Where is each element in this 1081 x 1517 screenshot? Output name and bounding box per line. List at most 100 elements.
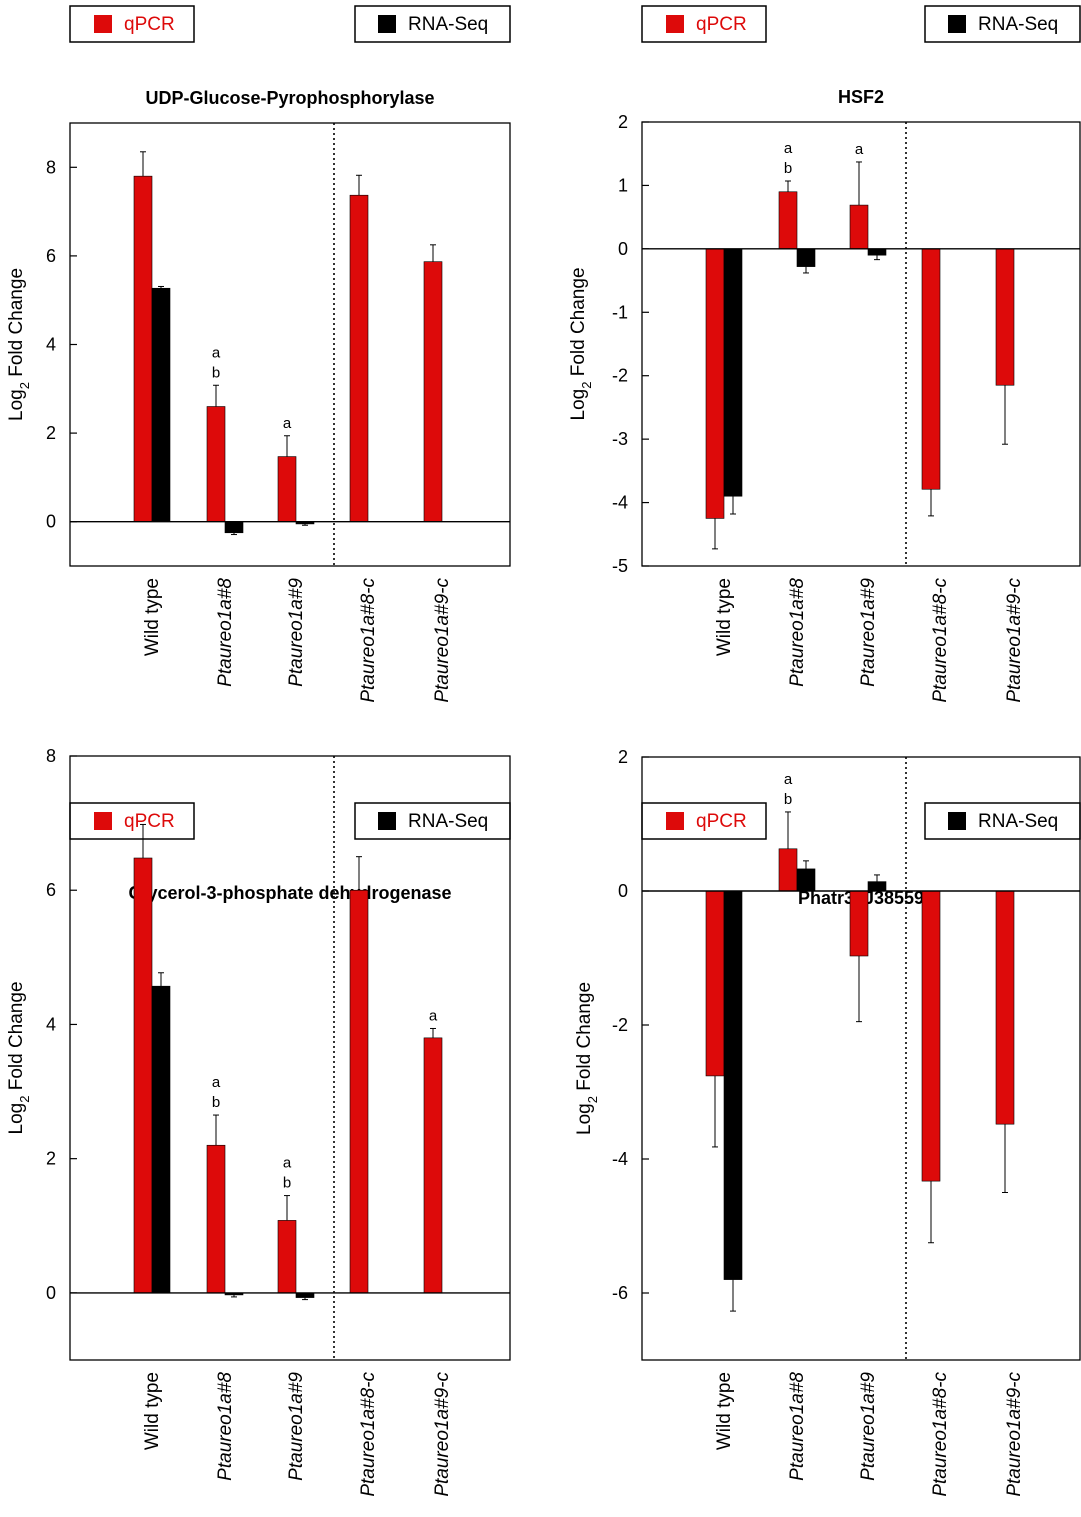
category-label: Wild type — [714, 1372, 735, 1450]
y-axis-label-subscript: 2 — [17, 382, 32, 389]
chart-title: UDP-Glucose-Pyrophosphorylase — [145, 88, 434, 108]
category-label: Ptaureo1a#9-c — [1004, 1372, 1025, 1497]
legend-rnaseq-label: RNA-Seq — [408, 14, 488, 35]
y-axis-label-prefix: Log — [6, 1103, 27, 1135]
y-tick-label: 4 — [46, 1014, 56, 1034]
rnaseq-bar-2 — [796, 868, 816, 892]
y-axis-label-subscript: 2 — [579, 382, 594, 389]
qpcr-bar-5 — [995, 890, 1015, 1125]
rnaseq-bar-1 — [723, 890, 743, 1280]
category-label: Ptaureo1a#8-c — [930, 578, 951, 703]
category-label: Ptaureo1a#9 — [286, 578, 307, 687]
category-label: Ptaureo1a#9-c — [1004, 578, 1025, 703]
qpcr-bar-2 — [778, 848, 798, 892]
significance-letter: b — [784, 791, 792, 808]
legend-qpcr-swatch — [94, 812, 112, 830]
y-axis-label-subscript: 2 — [17, 1096, 32, 1103]
y-axis-label: Log2 Fold Change — [574, 982, 600, 1135]
legend-rnaseq-label: RNA-Seq — [408, 811, 488, 832]
legend-qpcr-label: qPCR — [124, 811, 175, 832]
qpcr-bar-2 — [778, 191, 798, 250]
qpcr-bar-4 — [349, 889, 369, 1294]
y-tick-label: 8 — [46, 157, 56, 177]
legend-qpcr-box — [641, 5, 767, 43]
y-axis-label: Log2 Fold Change — [6, 981, 32, 1134]
significance-letter: a — [429, 1007, 438, 1024]
y-tick-label: 6 — [46, 880, 56, 900]
legend-qpcr-box — [69, 802, 195, 840]
y-tick-label: -4 — [612, 1149, 628, 1169]
rnaseq-bar-2 — [796, 248, 816, 267]
y-tick-label: 2 — [46, 1149, 56, 1169]
qpcr-bar-3 — [849, 204, 869, 250]
y-tick-label: 2 — [618, 112, 628, 132]
category-label: Ptaureo1a#9 — [286, 1372, 307, 1481]
significance-letter: b — [283, 1175, 291, 1192]
y-axis-label-subscript: 2 — [585, 1096, 600, 1103]
qpcr-bar-3 — [849, 890, 869, 957]
qpcr-bar-4 — [921, 248, 941, 490]
qpcr-bar-1 — [705, 248, 725, 519]
y-axis-label-prefix: Log — [574, 1103, 595, 1135]
y-axis-label-suffix: Fold Change — [568, 267, 589, 381]
qpcr-bar-2 — [206, 1144, 226, 1294]
chart-panel-3: qPCR RNA-Seq Glycerol-3-phosphate dehydrog… — [6, 746, 511, 1497]
y-tick-label: 0 — [46, 512, 56, 532]
legend-qpcr-label: qPCR — [124, 14, 175, 35]
legend-qpcr-label: qPCR — [696, 811, 747, 832]
qpcr-bar-1 — [133, 857, 153, 1294]
y-tick-label: 0 — [46, 1283, 56, 1303]
significance-letter: a — [855, 141, 864, 158]
y-tick-label: -5 — [612, 556, 628, 576]
rnaseq-bar-1 — [723, 248, 743, 497]
significance-letter: a — [212, 1074, 221, 1091]
y-tick-label: -2 — [612, 366, 628, 386]
rnaseq-bar-3 — [867, 881, 887, 892]
y-tick-label: 1 — [618, 175, 628, 195]
legend-rnaseq-swatch — [378, 15, 396, 33]
y-tick-label: -3 — [612, 429, 628, 449]
significance-letter: a — [784, 771, 793, 788]
y-axis-label-prefix: Log — [6, 389, 27, 421]
rnaseq-bar-1 — [151, 985, 171, 1294]
qpcr-bar-1 — [133, 175, 153, 523]
y-tick-label: 8 — [46, 746, 56, 766]
bars: aba — [705, 140, 1015, 550]
category-label: Ptaureo1a#8-c — [358, 1372, 379, 1497]
category-label: Wild type — [142, 578, 163, 656]
y-tick-label: -2 — [612, 1015, 628, 1035]
chart-title: Glycerol-3-phosphate dehydrogenase — [128, 883, 451, 903]
chart-panel-1: qPCR RNA-Seq UDP-Glucose-Pyrophosphorylase… — [6, 5, 511, 703]
y-axis-label-suffix: Fold Change — [6, 268, 27, 382]
significance-letter: b — [212, 1094, 220, 1111]
qpcr-bar-5 — [423, 261, 443, 522]
qpcr-bar-3 — [277, 456, 297, 523]
plot-frame — [641, 121, 1081, 567]
y-axis-label: Log2 Fold Change — [568, 267, 594, 420]
legend-rnaseq-label: RNA-Seq — [978, 811, 1058, 832]
category-label: Ptaureo1a#9-c — [432, 1372, 453, 1497]
y-tick-label: 2 — [618, 747, 628, 767]
significance-letter: a — [784, 140, 793, 157]
legend-rnaseq-swatch — [948, 15, 966, 33]
qpcr-bar-3 — [277, 1220, 297, 1294]
legend: qPCR RNA-Seq — [69, 5, 511, 43]
bars: ab — [705, 771, 1015, 1312]
qpcr-bar-4 — [921, 890, 941, 1182]
significance-letter: b — [784, 160, 792, 177]
category-label: Ptaureo1a#8 — [787, 1372, 808, 1481]
legend-qpcr-swatch — [94, 15, 112, 33]
y-tick-label: 2 — [46, 423, 56, 443]
y-tick-label: 6 — [46, 246, 56, 266]
legend-qpcr-swatch — [666, 812, 684, 830]
y-axis-label-prefix: Log — [568, 389, 589, 421]
y-axis-label-suffix: Fold Change — [574, 982, 595, 1096]
legend-qpcr-label: qPCR — [696, 14, 747, 35]
category-label: Ptaureo1a#9-c — [432, 578, 453, 703]
category-label: Wild type — [142, 1372, 163, 1450]
rnaseq-bar-3 — [295, 1292, 315, 1298]
